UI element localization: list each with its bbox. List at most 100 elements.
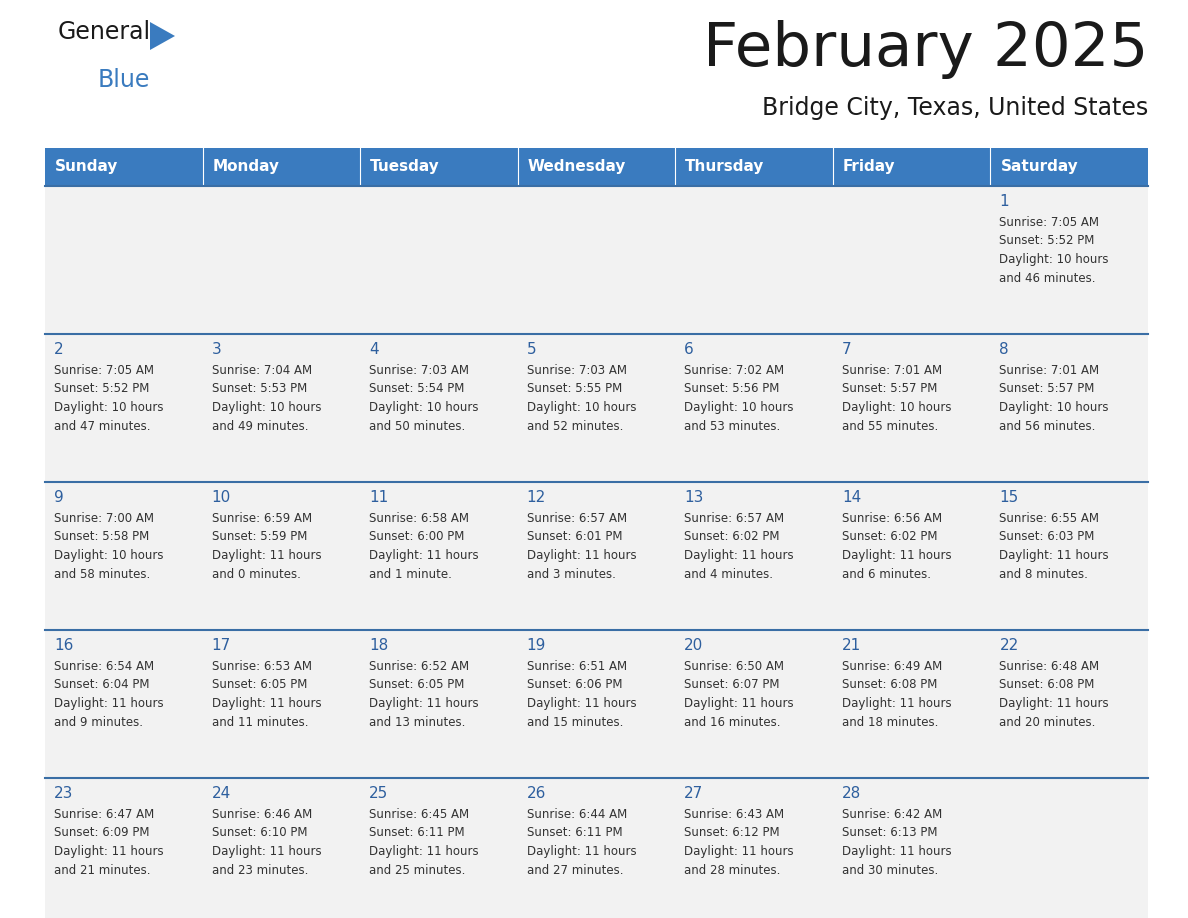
- Text: Sunrise: 6:42 AM: Sunrise: 6:42 AM: [842, 808, 942, 821]
- Text: and 18 minutes.: and 18 minutes.: [842, 715, 939, 729]
- Text: and 0 minutes.: and 0 minutes.: [211, 567, 301, 580]
- Bar: [203, 148, 360, 186]
- Text: Sunset: 6:08 PM: Sunset: 6:08 PM: [999, 678, 1095, 691]
- Text: and 13 minutes.: and 13 minutes.: [369, 715, 466, 729]
- Text: General: General: [58, 20, 151, 44]
- Text: Sunset: 5:52 PM: Sunset: 5:52 PM: [53, 383, 150, 396]
- Text: and 4 minutes.: and 4 minutes.: [684, 567, 773, 580]
- Text: Blue: Blue: [97, 68, 151, 92]
- Text: 15: 15: [999, 490, 1018, 505]
- Text: 14: 14: [842, 490, 861, 505]
- Text: Daylight: 10 hours: Daylight: 10 hours: [526, 401, 637, 414]
- Text: Sunset: 6:10 PM: Sunset: 6:10 PM: [211, 826, 307, 839]
- Text: Daylight: 11 hours: Daylight: 11 hours: [842, 845, 952, 858]
- Text: Daylight: 10 hours: Daylight: 10 hours: [842, 401, 952, 414]
- Text: and 16 minutes.: and 16 minutes.: [684, 715, 781, 729]
- Text: 11: 11: [369, 490, 388, 505]
- Bar: [991, 148, 1148, 186]
- Text: 28: 28: [842, 786, 861, 801]
- Text: 4: 4: [369, 342, 379, 357]
- Text: and 49 minutes.: and 49 minutes.: [211, 420, 308, 432]
- Text: Sunday: Sunday: [55, 160, 119, 174]
- Text: and 27 minutes.: and 27 minutes.: [526, 864, 624, 877]
- Text: Daylight: 11 hours: Daylight: 11 hours: [53, 697, 164, 710]
- Text: Daylight: 11 hours: Daylight: 11 hours: [369, 549, 479, 562]
- Text: Sunset: 5:58 PM: Sunset: 5:58 PM: [53, 531, 150, 543]
- Text: Daylight: 11 hours: Daylight: 11 hours: [684, 697, 794, 710]
- Text: and 28 minutes.: and 28 minutes.: [684, 864, 781, 877]
- Text: Wednesday: Wednesday: [527, 160, 626, 174]
- Text: Sunset: 6:05 PM: Sunset: 6:05 PM: [369, 678, 465, 691]
- Text: Sunrise: 6:57 AM: Sunrise: 6:57 AM: [684, 512, 784, 525]
- Text: Sunrise: 6:46 AM: Sunrise: 6:46 AM: [211, 808, 311, 821]
- Text: 12: 12: [526, 490, 546, 505]
- Text: Sunset: 5:54 PM: Sunset: 5:54 PM: [369, 383, 465, 396]
- Text: Sunrise: 6:56 AM: Sunrise: 6:56 AM: [842, 512, 942, 525]
- Text: Sunset: 5:57 PM: Sunset: 5:57 PM: [842, 383, 937, 396]
- Text: 25: 25: [369, 786, 388, 801]
- Text: Sunset: 5:52 PM: Sunset: 5:52 PM: [999, 234, 1095, 248]
- Text: Sunrise: 6:57 AM: Sunrise: 6:57 AM: [526, 512, 627, 525]
- Text: Daylight: 11 hours: Daylight: 11 hours: [369, 845, 479, 858]
- Text: Daylight: 11 hours: Daylight: 11 hours: [211, 549, 321, 562]
- Text: Sunset: 5:53 PM: Sunset: 5:53 PM: [211, 383, 307, 396]
- Text: 17: 17: [211, 638, 230, 653]
- Text: 24: 24: [211, 786, 230, 801]
- Text: Daylight: 11 hours: Daylight: 11 hours: [53, 845, 164, 858]
- Text: Daylight: 11 hours: Daylight: 11 hours: [526, 549, 637, 562]
- Text: Sunset: 6:02 PM: Sunset: 6:02 PM: [842, 531, 937, 543]
- Text: and 56 minutes.: and 56 minutes.: [999, 420, 1095, 432]
- Text: and 11 minutes.: and 11 minutes.: [211, 715, 308, 729]
- Bar: [45, 630, 1148, 778]
- Text: Daylight: 11 hours: Daylight: 11 hours: [842, 697, 952, 710]
- Text: February 2025: February 2025: [702, 20, 1148, 79]
- Text: and 50 minutes.: and 50 minutes.: [369, 420, 466, 432]
- Text: and 25 minutes.: and 25 minutes.: [369, 864, 466, 877]
- Text: Sunrise: 6:49 AM: Sunrise: 6:49 AM: [842, 660, 942, 673]
- Text: Sunrise: 6:59 AM: Sunrise: 6:59 AM: [211, 512, 311, 525]
- Text: Daylight: 11 hours: Daylight: 11 hours: [211, 697, 321, 710]
- Text: 5: 5: [526, 342, 536, 357]
- Text: Daylight: 11 hours: Daylight: 11 hours: [842, 549, 952, 562]
- Text: Sunrise: 6:51 AM: Sunrise: 6:51 AM: [526, 660, 627, 673]
- Text: and 3 minutes.: and 3 minutes.: [526, 567, 615, 580]
- Bar: [45, 148, 203, 186]
- Text: and 55 minutes.: and 55 minutes.: [842, 420, 939, 432]
- Text: and 9 minutes.: and 9 minutes.: [53, 715, 143, 729]
- Text: Sunset: 6:11 PM: Sunset: 6:11 PM: [526, 826, 623, 839]
- Text: Sunrise: 6:45 AM: Sunrise: 6:45 AM: [369, 808, 469, 821]
- Text: 6: 6: [684, 342, 694, 357]
- Bar: [833, 148, 991, 186]
- Text: Sunrise: 6:43 AM: Sunrise: 6:43 AM: [684, 808, 784, 821]
- Text: Daylight: 10 hours: Daylight: 10 hours: [999, 253, 1108, 266]
- Text: Sunrise: 7:05 AM: Sunrise: 7:05 AM: [999, 216, 1099, 229]
- Text: Sunset: 6:05 PM: Sunset: 6:05 PM: [211, 678, 307, 691]
- Text: Sunset: 5:56 PM: Sunset: 5:56 PM: [684, 383, 779, 396]
- Text: Sunrise: 6:55 AM: Sunrise: 6:55 AM: [999, 512, 1099, 525]
- Text: Friday: Friday: [842, 160, 896, 174]
- Text: Daylight: 11 hours: Daylight: 11 hours: [211, 845, 321, 858]
- Text: 27: 27: [684, 786, 703, 801]
- Text: Sunset: 6:07 PM: Sunset: 6:07 PM: [684, 678, 779, 691]
- Text: 10: 10: [211, 490, 230, 505]
- Bar: [45, 482, 1148, 630]
- Text: Daylight: 11 hours: Daylight: 11 hours: [999, 697, 1110, 710]
- Text: Daylight: 11 hours: Daylight: 11 hours: [684, 845, 794, 858]
- Text: and 58 minutes.: and 58 minutes.: [53, 567, 150, 580]
- Text: and 52 minutes.: and 52 minutes.: [526, 420, 623, 432]
- Text: Daylight: 11 hours: Daylight: 11 hours: [369, 697, 479, 710]
- Bar: [45, 334, 1148, 482]
- Text: Sunrise: 6:54 AM: Sunrise: 6:54 AM: [53, 660, 154, 673]
- Text: Daylight: 11 hours: Daylight: 11 hours: [684, 549, 794, 562]
- Text: Sunset: 6:06 PM: Sunset: 6:06 PM: [526, 678, 623, 691]
- Bar: [675, 148, 833, 186]
- Text: 13: 13: [684, 490, 703, 505]
- Text: 19: 19: [526, 638, 546, 653]
- Bar: [45, 778, 1148, 918]
- Text: Sunrise: 7:01 AM: Sunrise: 7:01 AM: [842, 364, 942, 377]
- Text: Sunset: 6:01 PM: Sunset: 6:01 PM: [526, 531, 623, 543]
- Text: Sunrise: 6:53 AM: Sunrise: 6:53 AM: [211, 660, 311, 673]
- Text: and 15 minutes.: and 15 minutes.: [526, 715, 623, 729]
- Text: Tuesday: Tuesday: [371, 160, 440, 174]
- Text: 2: 2: [53, 342, 64, 357]
